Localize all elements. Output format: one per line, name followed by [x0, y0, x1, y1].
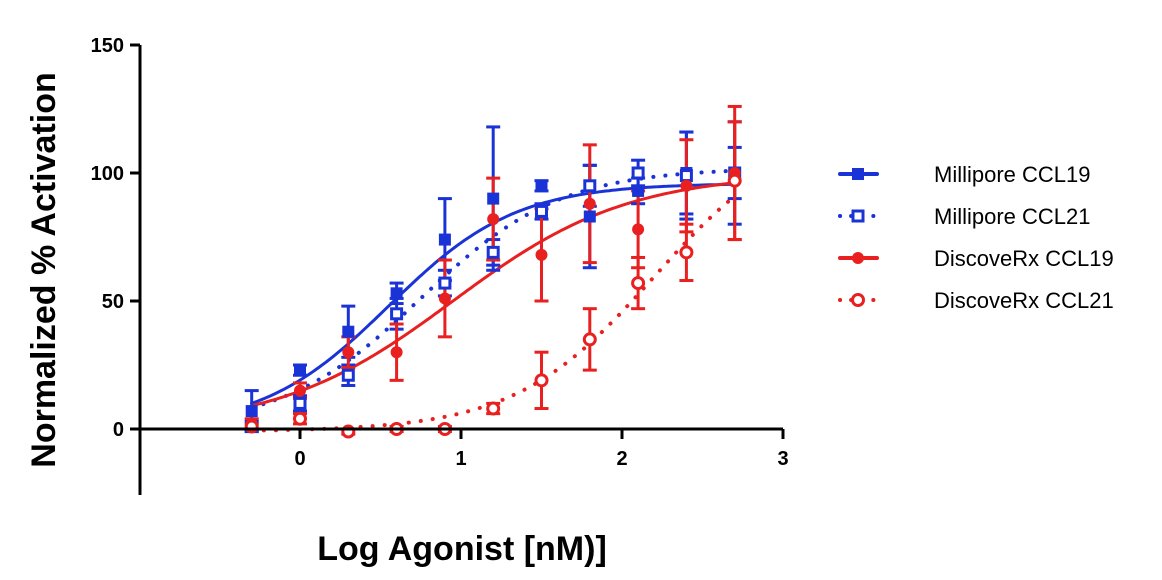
data-point — [852, 252, 864, 264]
legend-item: DiscoveRx CCL21 — [838, 288, 1114, 313]
y-tick-label: 0 — [113, 419, 124, 441]
x-axis-title: Log Agonist [nM)] — [317, 530, 607, 568]
data-point — [294, 364, 306, 377]
y-axis-title: Normalized % Activation — [25, 72, 63, 467]
data-point — [851, 293, 865, 307]
data-point — [583, 197, 596, 210]
data-point — [679, 245, 694, 260]
x-tick-label: 3 — [777, 448, 788, 470]
y-tick-label: 100 — [91, 163, 124, 185]
data-point — [293, 396, 307, 410]
data-point — [245, 405, 258, 418]
fit-curve — [249, 168, 737, 410]
legend-item: Millipore CCL19 — [838, 162, 1091, 187]
x-tick-label: 2 — [616, 448, 627, 470]
data-point — [486, 401, 501, 416]
data-point — [294, 384, 306, 397]
data-point — [535, 204, 548, 218]
y-tick-label: 50 — [102, 291, 124, 313]
legend-label: DiscoveRx CCL21 — [934, 288, 1114, 313]
data-point — [487, 192, 500, 205]
data-point — [631, 276, 646, 291]
x-tick-label: 1 — [455, 448, 466, 470]
data-point — [852, 168, 864, 180]
legend-label: Millipore CCL21 — [934, 204, 1091, 229]
data-point — [438, 292, 451, 305]
data-point — [390, 307, 404, 321]
data-point — [293, 411, 307, 426]
data-point — [535, 248, 548, 261]
data-point — [680, 179, 693, 192]
y-tick-label: 150 — [91, 35, 124, 57]
data-point — [534, 373, 549, 388]
legend-item: Millipore CCL21 — [838, 204, 1091, 229]
data-point — [583, 179, 597, 193]
data-point — [486, 245, 500, 259]
data-point — [679, 169, 693, 183]
data-point — [727, 173, 742, 188]
legend-label: DiscoveRx CCL19 — [934, 246, 1114, 271]
x-tick-label: 0 — [294, 448, 305, 470]
data-point — [851, 209, 865, 223]
legend: Millipore CCL19 Millipore CCL21 DiscoveRx … — [838, 162, 1114, 313]
data-point — [535, 179, 548, 192]
data-point — [341, 368, 355, 382]
data-point — [582, 332, 597, 347]
plot-area — [244, 104, 742, 439]
axes: 0 50 100 150 0 1 2 3 — [91, 35, 789, 495]
data-point — [632, 223, 645, 236]
data-point — [390, 287, 403, 300]
data-point — [438, 276, 452, 290]
data-point — [342, 325, 355, 338]
data-point — [342, 346, 355, 359]
fit-curve — [250, 181, 737, 408]
data-point — [583, 210, 596, 223]
data-point — [631, 166, 645, 180]
data-point — [487, 213, 500, 226]
legend-label: Millipore CCL19 — [934, 162, 1091, 187]
data-point — [438, 233, 451, 246]
legend-item: DiscoveRx CCL19 — [838, 246, 1114, 271]
data-point — [390, 346, 403, 359]
data-point — [632, 184, 645, 197]
